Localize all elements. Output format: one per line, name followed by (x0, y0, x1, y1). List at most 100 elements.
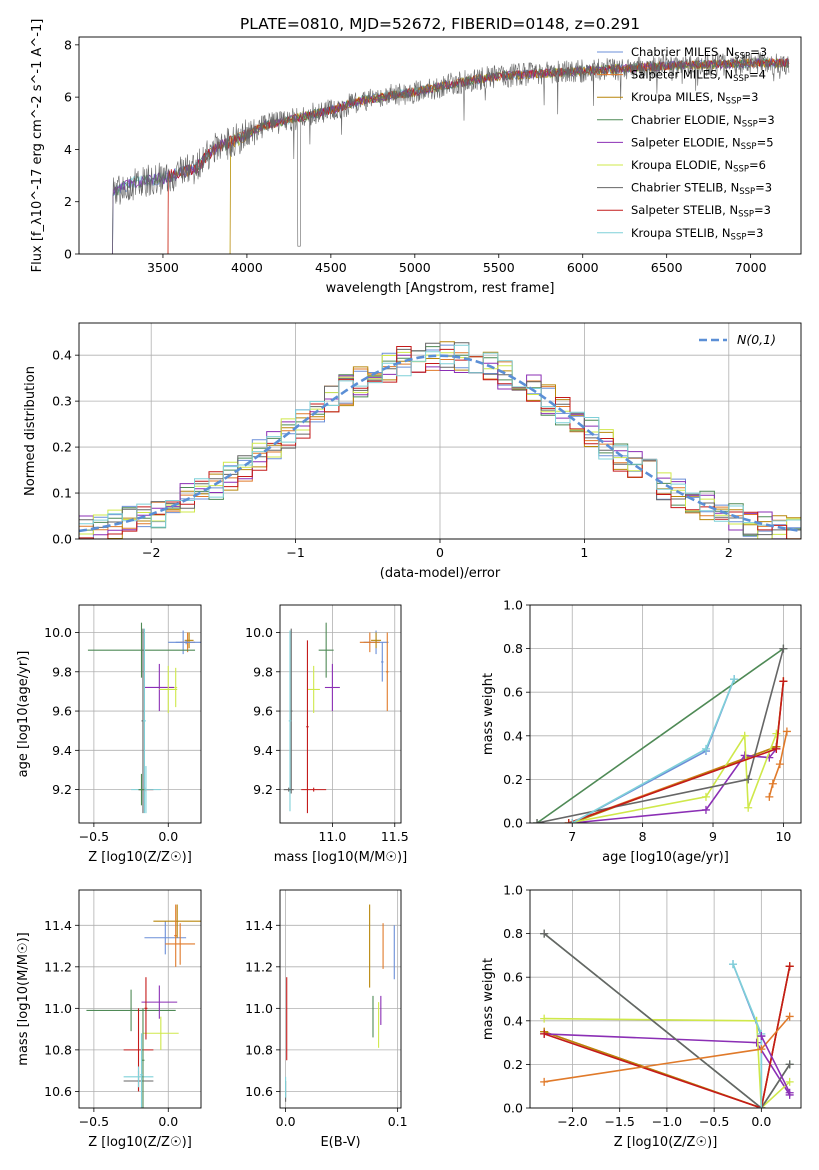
residuals-x-tick-label: 2 (725, 545, 733, 560)
mass-weight-marker (782, 727, 791, 736)
weight-vs-age-y-tick-label: 0.8 (503, 641, 523, 656)
legend-entry-label: Chabrier STELIB, NSSP=3 (631, 181, 772, 198)
residuals-x-tick-label: 1 (580, 545, 588, 560)
weight-vs-z-x-tick-label: −1.5 (605, 1114, 635, 1129)
spectrum-x-tick-label: 3500 (147, 260, 179, 275)
age-vs-mass-x-axis-label: mass [log10(M/M☉)] (274, 850, 407, 865)
spectrum-x-tick-label: 6000 (567, 260, 599, 275)
mass-weight-marker (740, 731, 749, 740)
residuals-y-tick-label: 0.1 (52, 486, 72, 501)
spectrum-y-tick-label: 2 (64, 194, 72, 209)
mass-weight-line (768, 731, 788, 798)
legend-entry-label: N(0,1) (737, 332, 776, 347)
age-vs-z-frame (78, 604, 202, 824)
mass-vs-z-panel: −0.5 0.0 10.6 10.8 11.0 11.2 11.4 Z [log10(Z/Z☉… (16, 889, 202, 1150)
mass-weight-marker (785, 962, 794, 971)
legend-entry-label: Salpeter STELIB, NSSP=3 (631, 203, 771, 220)
mass-weight-marker (757, 1104, 766, 1108)
spectrum-y-tick-label: 4 (64, 142, 72, 157)
mass-weight-marker (568, 819, 577, 823)
mass-vs-ebv-x-tick-label: 0.1 (388, 1114, 408, 1129)
mass-vs-z-x-axis-label: Z [log10(Z/Z☉)] (88, 1135, 192, 1150)
weight-vs-age-x-tick-label: 8 (639, 829, 647, 844)
legend-entry-label: Kroupa STELIB, NSSP=3 (631, 226, 763, 243)
mass-weight-marker (740, 751, 749, 760)
age-vs-mass-y-tick-label: 9.6 (253, 704, 273, 719)
mass-weight-line (543, 966, 791, 1108)
spectrum-x-tick-label: 4000 (231, 260, 263, 275)
mass-vs-ebv-x-axis-label: E(B-V) (320, 1135, 360, 1150)
spectrum-y-axis-label: Flux [f_λ10^-17 erg cm^-2 s^-1 A^-1] (30, 19, 45, 273)
weight-vs-z-y-axis-label: mass weight (481, 958, 496, 1040)
mass-weight-marker (730, 675, 739, 684)
age-vs-z-y-tick-label: 9.6 (52, 704, 72, 719)
residuals-x-tick-label: −1 (286, 545, 304, 560)
mass-vs-ebv-y-tick-label: 11.0 (245, 1001, 273, 1016)
weight-vs-z-x-axis-label: Z [log10(Z/Z☉)] (614, 1135, 718, 1150)
weight-vs-z-x-tick-label: 0.0 (751, 1114, 771, 1129)
mass-vs-ebv-plot-area (285, 904, 395, 1102)
age-vs-mass-y-tick-label: 9.8 (253, 664, 273, 679)
gaussian-reference-curve (79, 354, 801, 533)
mass-vs-z-y-tick-label: 11.4 (44, 918, 72, 933)
mass-weight-line (760, 1035, 791, 1094)
mass-weight-marker (744, 803, 753, 812)
mass-weight-marker (757, 1045, 766, 1054)
age-vs-z-panel: −0.5 0.0 9.2 9.4 9.6 9.8 10.0 Z [log10(Z/Z☉)] ag… (16, 604, 202, 865)
mass-weight-marker (729, 960, 738, 969)
mass-vs-z-frame (78, 889, 202, 1109)
mass-weight-marker (540, 929, 549, 938)
legend-entry-label: Salpeter MILES, NSSP=4 (631, 68, 766, 85)
legend-entry-label: Kroupa MILES, NSSP=3 (631, 90, 758, 107)
age-vs-z-x-tick-label: 0.0 (158, 829, 178, 844)
age-vs-mass-x-tick-label: 11.5 (381, 829, 409, 844)
mass-vs-z-x-tick-label: −0.5 (79, 1114, 109, 1129)
weight-vs-age-x-tick-label: 9 (709, 829, 717, 844)
mass-vs-ebv-x-tick-label: 0.0 (276, 1114, 296, 1129)
mass-weight-marker (785, 1012, 794, 1021)
weight-vs-age-x-tick-label: 10 (775, 829, 791, 844)
weight-vs-z-x-tick-label: −2.0 (557, 1114, 587, 1129)
residuals-y-tick-label: 0.4 (52, 348, 72, 363)
age-vs-mass-y-tick-label: 9.4 (253, 743, 273, 758)
legend-entry-label: Chabrier MILES, NSSP=3 (631, 45, 767, 62)
mass-weight-marker (533, 819, 542, 823)
mass-weight-marker (752, 1038, 761, 1047)
weight-vs-age-plot-area (533, 644, 791, 823)
residuals-x-axis-label: (data-model)/error (380, 566, 501, 581)
residuals-x-tick-label: −2 (142, 545, 160, 560)
weight-vs-age-y-tick-label: 0.6 (503, 685, 523, 700)
spectrum-x-tick-label: 4500 (315, 260, 347, 275)
weight-vs-age-x-axis-label: age [log10(age/yr)] (602, 850, 729, 865)
mass-vs-z-y-tick-label: 11.2 (44, 959, 72, 974)
spectrum-panel: 3500 4000 4500 5000 5500 6000 6500 7000 0 2 4 6 8 wav… (30, 19, 802, 296)
mass-vs-z-y-tick-label: 10.8 (44, 1042, 72, 1057)
spectrum-x-tick-label: 5500 (483, 260, 515, 275)
age-vs-z-x-axis-label: Z [log10(Z/Z☉)] (88, 850, 192, 865)
weight-vs-age-x-tick-label: 7 (568, 829, 576, 844)
age-vs-mass-y-tick-label: 10.0 (245, 625, 273, 640)
histogram-step-line (79, 344, 801, 539)
mass-weight-marker (744, 775, 753, 784)
spectrum-x-tick-label: 7000 (735, 260, 767, 275)
weight-vs-z-frame (529, 889, 802, 1109)
mass-weight-marker (772, 729, 781, 738)
weight-vs-z-y-tick-label: 1.0 (503, 883, 523, 898)
age-vs-z-plot-area (87, 622, 201, 814)
spectrum-model-line (229, 58, 789, 254)
weight-vs-z-y-tick-label: 0.6 (503, 970, 523, 985)
mass-weight-marker (701, 792, 710, 801)
weight-vs-age-y-tick-label: 0.2 (503, 772, 523, 787)
weight-vs-z-y-tick-label: 0.0 (503, 1101, 523, 1116)
age-vs-mass-y-tick-label: 9.2 (253, 782, 273, 797)
residuals-y-tick-label: 0.2 (52, 440, 72, 455)
age-vs-z-y-axis-label: age [log10(age/yr)] (16, 651, 31, 778)
residuals-frame (78, 322, 802, 540)
residuals-x-tick-label: 0 (436, 545, 444, 560)
spectrum-y-tick-label: 8 (64, 37, 72, 52)
mass-weight-marker (772, 744, 781, 753)
residuals-y-tick-label: 0.0 (52, 532, 72, 547)
spectrum-x-axis-label: wavelength [Angstrom, rest frame] (326, 281, 555, 296)
spectrum-model-line (229, 57, 789, 254)
age-vs-z-y-tick-label: 10.0 (44, 625, 72, 640)
